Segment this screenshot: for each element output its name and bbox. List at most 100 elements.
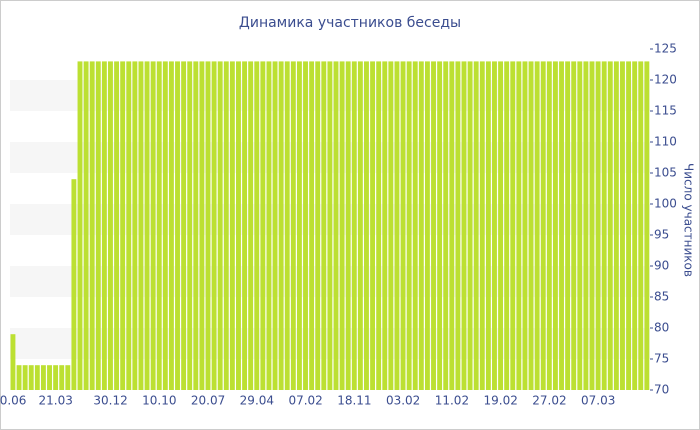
bar [181,61,187,391]
bar [114,61,120,391]
bar [223,61,229,391]
bar [296,61,302,391]
x-tick-label: 0.06 [0,394,26,408]
bar [150,61,156,391]
bar [34,365,40,390]
bar [53,365,59,390]
bar [59,365,65,390]
bar [327,61,333,391]
bar [339,61,345,391]
bar [571,61,577,391]
bar [449,61,455,391]
bar [309,61,315,391]
bar [516,61,522,391]
bar [522,61,528,391]
x-tick-label: 07.02 [288,394,322,408]
y-tick-label: 105 [654,166,677,180]
bar [601,61,607,391]
x-tick-label: 30.12 [93,394,127,408]
bar [284,61,290,391]
bar [126,61,132,391]
y-axis-label: Число участников [682,163,696,277]
bar [254,61,260,391]
bar [236,61,241,391]
bar [89,61,95,391]
bar [455,61,461,391]
bar [303,61,308,391]
x-tick-label: 03.02 [386,394,420,408]
bar [16,365,22,390]
bar [443,61,449,391]
bar [510,61,516,391]
bar [28,365,34,390]
bar [559,61,564,391]
bar [479,61,485,391]
bar [168,61,174,391]
bar [77,61,83,391]
bar [437,61,443,391]
bar [187,61,193,391]
bar [552,61,558,391]
bar [162,61,168,391]
bar [644,61,650,391]
bar [364,61,369,391]
bar [272,61,278,391]
bar [101,61,107,391]
bar [205,61,211,391]
bar [382,61,388,391]
bar [431,61,436,391]
bar [321,61,327,391]
y-tick-label: 95 [654,228,669,242]
bar [473,61,479,391]
bar [248,61,254,391]
bar [351,61,357,391]
x-tick-label: 19.02 [483,394,517,408]
bar [492,61,497,391]
x-tick-label: 27.02 [532,394,566,408]
bar [10,334,16,390]
bar [71,179,77,390]
bar [498,61,504,391]
x-tick-label: 11.02 [435,394,469,408]
bar [620,61,625,391]
chart-title: Динамика участников беседы [239,15,461,31]
bar [132,61,138,391]
bar [540,61,546,391]
bar [22,365,28,390]
bar [626,61,632,391]
bar [485,61,491,391]
bar [388,61,394,391]
bar [175,61,180,391]
bar [394,61,400,391]
bar [315,61,321,391]
bar [108,61,113,391]
bar [290,61,296,391]
bar [199,61,205,391]
bar [120,61,126,391]
bar [138,61,144,391]
bar [461,61,467,391]
bar [607,61,613,391]
bar [412,61,418,391]
x-tick-label: 07.03 [581,394,615,408]
y-tick-label: 70 [654,383,669,397]
bar [370,61,376,391]
x-tick-label: 21.03 [39,394,73,408]
bar [95,61,101,391]
bar [577,61,583,391]
bar [546,61,552,391]
bar [638,61,644,391]
y-tick-label: 85 [654,290,669,304]
bar [242,61,248,391]
bar [504,61,510,391]
bar [47,365,52,390]
bar [632,61,638,391]
bar [278,61,284,391]
y-tick-label: 115 [654,104,677,118]
bar [217,61,223,391]
bar [260,61,266,391]
y-tick-label: 110 [654,135,677,149]
y-tick-label: 80 [654,321,669,335]
bar [144,61,150,391]
